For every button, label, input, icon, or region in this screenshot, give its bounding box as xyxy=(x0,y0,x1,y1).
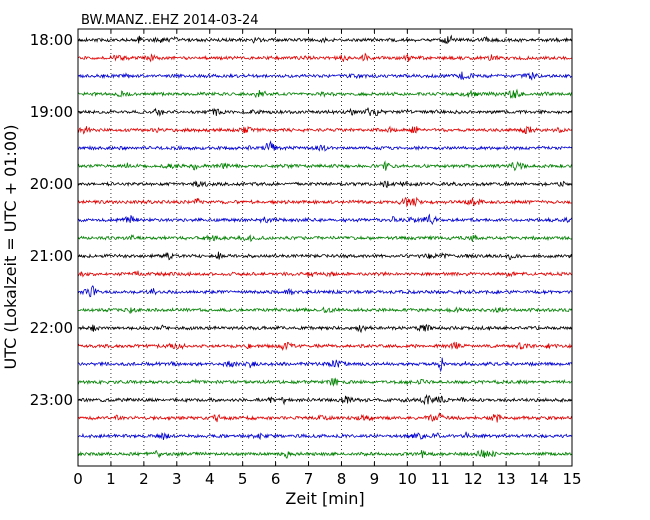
x-tick-label: 9 xyxy=(370,470,380,488)
trace-2215 xyxy=(77,341,573,351)
trace-1945 xyxy=(77,160,573,172)
x-tick-label: 7 xyxy=(304,470,314,488)
chart-title: BW.MANZ..EHZ 2014-03-24 xyxy=(81,13,259,28)
trace-1830 xyxy=(77,71,573,81)
plot-frame xyxy=(77,28,573,467)
trace-2030 xyxy=(77,213,573,226)
grid xyxy=(110,29,540,466)
ticks: 0 1 2 3 4 5 6 7 8 9 10 11 12 13 14 1518:0019:0020:0021:… xyxy=(30,29,582,488)
trace-1815 xyxy=(77,52,573,63)
x-tick-label: 11 xyxy=(431,470,450,488)
trace-1800 xyxy=(77,34,573,44)
y-tick-label: 23:00 xyxy=(30,391,73,409)
x-tick-label: 2 xyxy=(139,470,149,488)
x-tick-label: 14 xyxy=(530,470,549,488)
x-tick-label: 13 xyxy=(497,470,516,488)
trace-1845 xyxy=(77,88,573,99)
trace-2000 xyxy=(77,180,573,188)
x-tick-label: 6 xyxy=(271,470,281,488)
trace-2315 xyxy=(77,412,573,423)
trace-2345 xyxy=(77,449,573,459)
x-tick-label: 12 xyxy=(464,470,483,488)
x-tick-label: 5 xyxy=(238,470,248,488)
trace-2100 xyxy=(77,251,573,261)
trace-2300 xyxy=(77,393,573,406)
x-tick-label: 1 xyxy=(106,470,116,488)
x-tick-label: 15 xyxy=(562,470,581,488)
trace-2045 xyxy=(77,234,573,243)
trace-2230 xyxy=(77,357,573,373)
trace-2145 xyxy=(77,306,573,314)
trace-1900 xyxy=(77,107,573,117)
x-tick-label: 8 xyxy=(337,470,347,488)
y-tick-label: 18:00 xyxy=(30,31,73,49)
x-tick-label: 4 xyxy=(205,470,215,488)
trace-2130 xyxy=(77,285,573,298)
trace-2115 xyxy=(77,270,573,278)
trace-1915 xyxy=(77,125,573,135)
y-axis-label: UTC (Lokalzeit = UTC + 01:00) xyxy=(1,125,20,370)
x-tick-label: 3 xyxy=(172,470,182,488)
x-tick-label: 10 xyxy=(398,470,417,488)
trace-layer xyxy=(77,34,573,459)
trace-1930 xyxy=(77,140,573,152)
trace-2245 xyxy=(77,377,573,387)
trace-2015 xyxy=(77,196,573,208)
x-axis-label: Zeit [min] xyxy=(285,489,364,508)
y-tick-label: 22:00 xyxy=(30,319,73,337)
y-tick-label: 20:00 xyxy=(30,175,73,193)
trace-2330 xyxy=(77,431,573,441)
y-tick-label: 21:00 xyxy=(30,247,73,265)
x-tick-label: 0 xyxy=(73,470,83,488)
y-tick-label: 19:00 xyxy=(30,103,73,121)
trace-2200 xyxy=(77,323,573,334)
